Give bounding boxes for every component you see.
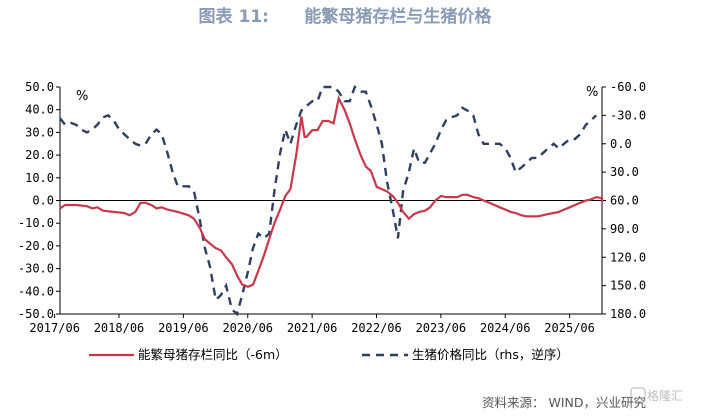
x-tick-label: 2021/06 bbox=[287, 321, 338, 335]
source-note: 资料来源： WIND，兴业研究 bbox=[482, 395, 646, 410]
left-tick-label: 0.0 bbox=[32, 194, 54, 208]
left-tick-label: 40.0 bbox=[25, 103, 54, 117]
left-tick-label: 50.0 bbox=[25, 80, 54, 94]
legend-label-price: 生猪价格同比（rhs，逆序） bbox=[412, 347, 569, 362]
series-pig-price-line bbox=[59, 85, 598, 317]
x-tick-label: 2024/06 bbox=[480, 321, 531, 335]
left-tick-label: 10.0 bbox=[25, 171, 54, 185]
right-tick-label: 60.0 bbox=[610, 194, 639, 208]
right-tick-label: 180.0 bbox=[610, 307, 646, 321]
left-tick-label: -30.0 bbox=[18, 262, 54, 276]
left-tick-label: -50.0 bbox=[18, 307, 54, 321]
x-tick-label: 2023/06 bbox=[416, 321, 467, 335]
left-axis-ticks: 50.0 40.0 30.0 20.0 10.0 0.0 -10.0 -20.0 -30.0 -4… bbox=[18, 80, 60, 321]
right-tick-label: 120.0 bbox=[610, 250, 646, 264]
right-axis-ticks: -60.0 -30.0 0.0 30.0 60.0 90.0 120.0 150.0 180.0 bbox=[602, 80, 646, 321]
watermark: 格隆汇 bbox=[630, 387, 683, 403]
right-tick-label: 0.0 bbox=[610, 137, 632, 151]
x-tick-label: 2019/06 bbox=[158, 321, 209, 335]
right-tick-label: 30.0 bbox=[610, 165, 639, 179]
legend: 能繁母猪存栏同比（-6m） 生猪价格同比（rhs，逆序） bbox=[89, 347, 569, 362]
x-tick-label: 2018/06 bbox=[94, 321, 145, 335]
left-tick-label: 30.0 bbox=[25, 125, 54, 139]
left-tick-label: 20.0 bbox=[25, 148, 54, 162]
chart-title: 图表 11: 能繁母猪存栏与生猪价格 bbox=[199, 6, 493, 27]
right-axis-unit: % bbox=[586, 85, 598, 100]
left-tick-label: -40.0 bbox=[18, 284, 54, 298]
x-tick-label: 2020/06 bbox=[222, 321, 273, 335]
right-tick-label: -60.0 bbox=[610, 80, 646, 94]
watermark-text: 格隆汇 bbox=[647, 388, 683, 403]
x-tick-label: 2025/06 bbox=[544, 321, 595, 335]
left-tick-label: -10.0 bbox=[18, 216, 54, 230]
legend-label-sow: 能繁母猪存栏同比（-6m） bbox=[138, 347, 288, 362]
left-tick-label: -20.0 bbox=[18, 239, 54, 253]
x-axis-ticks: 2017/06 2018/06 2019/06 2020/06 2021/06 2022/… bbox=[29, 314, 595, 335]
watermark-logo-icon bbox=[630, 387, 646, 403]
x-tick-label: 2017/06 bbox=[29, 321, 80, 335]
right-tick-label: -30.0 bbox=[610, 108, 646, 122]
right-tick-label: 150.0 bbox=[610, 279, 646, 293]
right-tick-label: 90.0 bbox=[610, 222, 639, 236]
x-tick-label: 2022/06 bbox=[351, 321, 402, 335]
series-sow-inventory-line bbox=[59, 94, 604, 288]
left-axis-unit: % bbox=[76, 89, 88, 104]
plot-area: 50.0 40.0 30.0 20.0 10.0 0.0 -10.0 -20.0 -30.0 -4… bbox=[18, 80, 646, 335]
